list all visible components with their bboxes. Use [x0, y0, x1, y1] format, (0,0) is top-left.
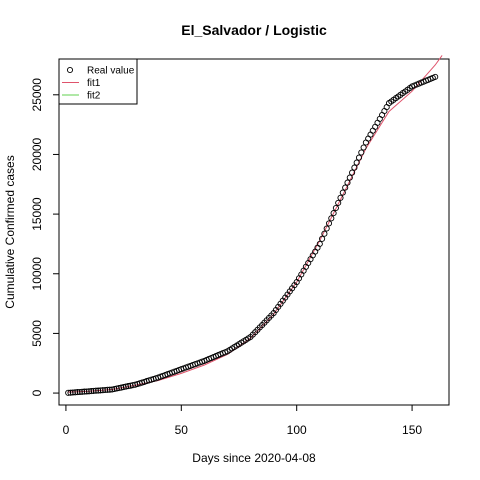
data-point: [321, 230, 328, 237]
y-tick-label: 0: [30, 389, 44, 396]
data-points: [65, 73, 439, 396]
x-tick-label: 150: [402, 423, 422, 437]
data-point: [85, 388, 93, 395]
data-point: [374, 119, 381, 126]
series-line-fit1: [68, 55, 443, 393]
plot-frame: [58, 58, 450, 406]
data-point: [339, 189, 346, 196]
data-point: [122, 383, 129, 390]
data-point: [72, 389, 79, 396]
data-point: [381, 107, 388, 115]
data-point: [125, 383, 132, 390]
data-point: [65, 389, 72, 396]
data-point: [102, 386, 109, 394]
x-axis: 0 50 100 150: [63, 404, 422, 437]
data-point: [367, 131, 374, 138]
legend-symbol-circle: [66, 66, 74, 74]
data-point: [330, 210, 337, 217]
data-point: [332, 204, 339, 212]
data-point: [360, 144, 367, 151]
x-tick-label: 50: [175, 423, 189, 437]
data-point: [325, 220, 333, 227]
y-tick-label: 10000: [30, 257, 44, 291]
x-tick-label: 100: [287, 423, 307, 437]
x-tick-label: 0: [63, 423, 70, 437]
data-point: [432, 73, 439, 80]
data-point: [342, 184, 349, 191]
data-point: [344, 179, 351, 186]
data-point: [106, 386, 113, 393]
data-point: [88, 388, 95, 395]
chart-title: El_Salvador / Logistic: [181, 22, 327, 38]
legend-label: fit2: [87, 91, 101, 102]
data-point: [346, 174, 353, 181]
x-axis-label: Days since 2020-04-08: [192, 451, 316, 465]
fit-lines: [68, 55, 443, 393]
y-axis-label: Cumulative Confirmed cases: [3, 155, 17, 308]
data-point: [319, 235, 326, 242]
data-point: [349, 169, 356, 176]
legend-label: Real value: [87, 66, 135, 77]
data-point: [337, 194, 344, 201]
data-point: [316, 240, 323, 247]
data-point: [69, 389, 76, 396]
data-point: [83, 388, 90, 395]
y-axis: 0 5000 10000 15000 20000 25000: [30, 78, 60, 396]
data-point: [104, 386, 111, 393]
data-point: [97, 387, 104, 394]
data-point: [79, 388, 86, 395]
data-point: [323, 225, 330, 232]
y-tick-label: 20000: [30, 137, 44, 171]
data-point: [355, 154, 363, 161]
data-point: [95, 387, 102, 394]
y-tick-label: 15000: [30, 197, 44, 231]
data-point: [376, 115, 383, 122]
data-point: [90, 387, 97, 394]
data-point: [351, 164, 358, 171]
data-point: [81, 388, 88, 395]
data-point: [113, 385, 120, 392]
data-point: [76, 388, 83, 396]
data-point: [328, 215, 335, 222]
data-point: [335, 199, 342, 206]
data-point: [111, 385, 118, 393]
y-tick-label: 25000: [30, 78, 44, 112]
legend-label: fit1: [87, 78, 101, 89]
data-point: [99, 387, 106, 394]
data-point: [92, 387, 99, 394]
data-point: [74, 389, 81, 396]
legend-box: [58, 58, 138, 105]
data-point: [353, 159, 360, 166]
data-point: [358, 149, 365, 156]
y-tick-label: 5000: [30, 320, 44, 347]
data-point: [362, 139, 369, 146]
data-point: [67, 389, 74, 396]
